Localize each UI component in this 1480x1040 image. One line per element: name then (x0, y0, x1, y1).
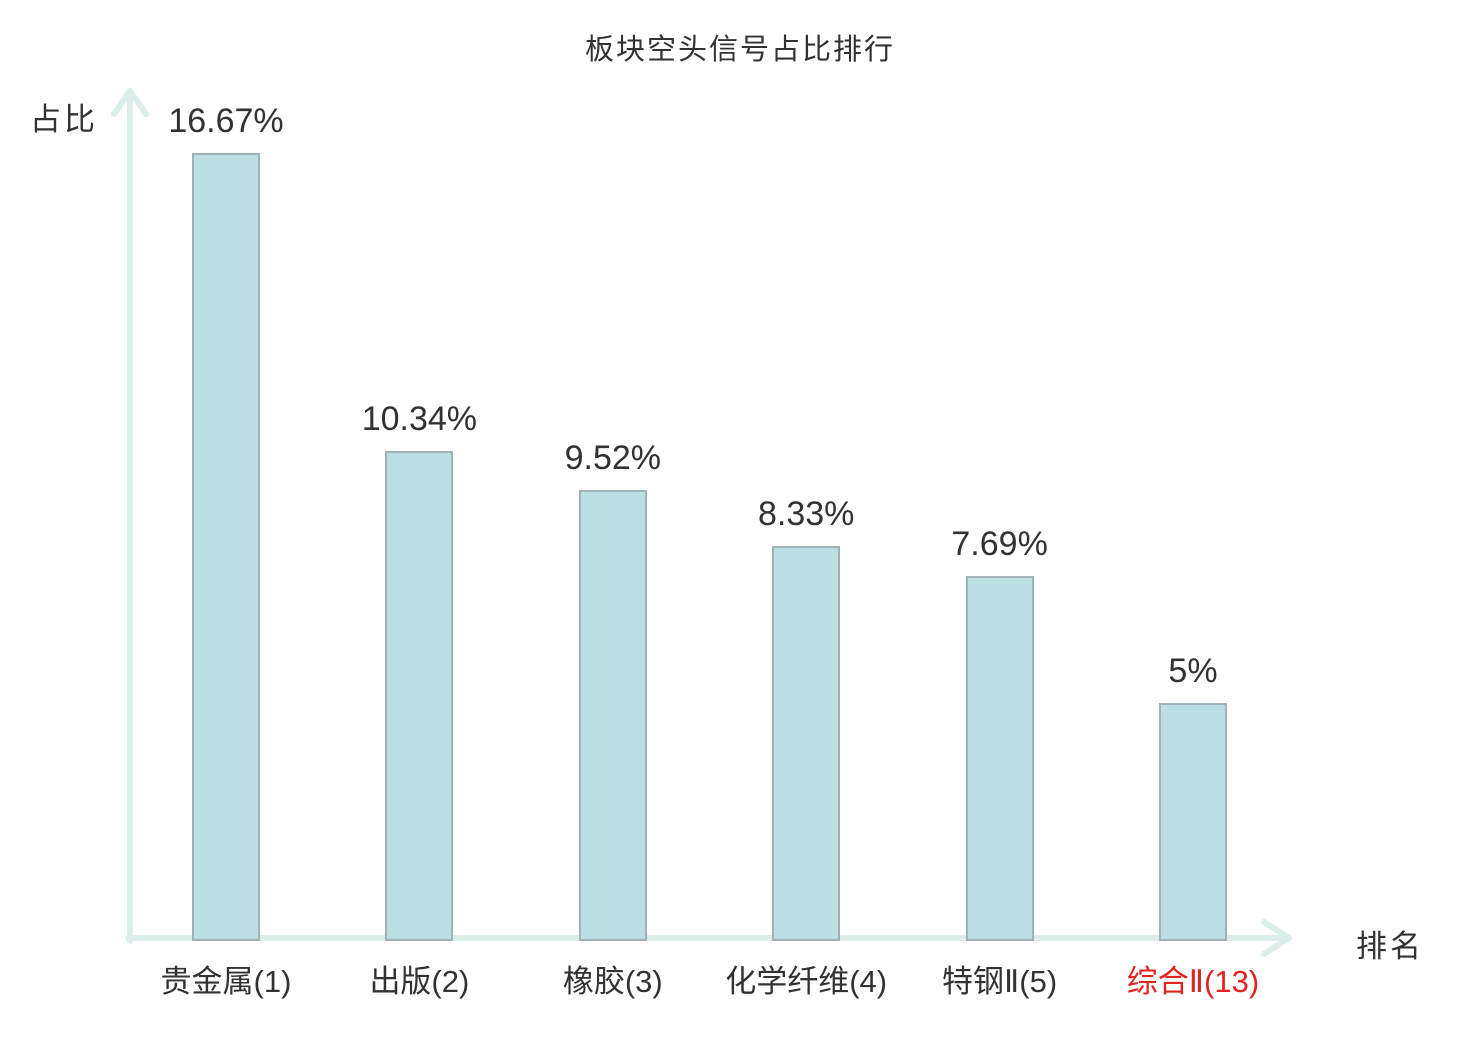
bar (192, 153, 260, 941)
bar (772, 545, 841, 941)
y-axis-arrowhead-icon (111, 88, 149, 117)
bar-value-label: 7.69% (951, 524, 1048, 563)
bar (385, 451, 454, 941)
x-axis-label: 排名 (1356, 929, 1424, 964)
bar (578, 489, 647, 941)
bar-value-label: 5% (1168, 651, 1218, 690)
category-label: 化学纤维(4) (725, 964, 888, 999)
bar-value-label: 8.33% (757, 494, 855, 533)
category-label: 综合Ⅱ(13) (1126, 964, 1260, 999)
category-label: 贵金属(1) (160, 964, 292, 999)
category-label: 特钢Ⅱ(5) (942, 964, 1058, 999)
bar-value-label: 10.34% (361, 400, 478, 439)
category-label: 出版(2) (369, 964, 470, 999)
y-axis-label: 占比 (30, 102, 98, 137)
bar (1159, 702, 1227, 941)
bar-value-label: 16.67% (168, 102, 284, 140)
bar-value-label: 9.52% (564, 438, 661, 477)
x-axis-arrowhead-icon (1261, 919, 1292, 957)
bar (965, 575, 1034, 941)
chart-title: 板块空头信号占比排行 (584, 34, 895, 66)
category-label: 橡胶(3) (562, 964, 663, 999)
